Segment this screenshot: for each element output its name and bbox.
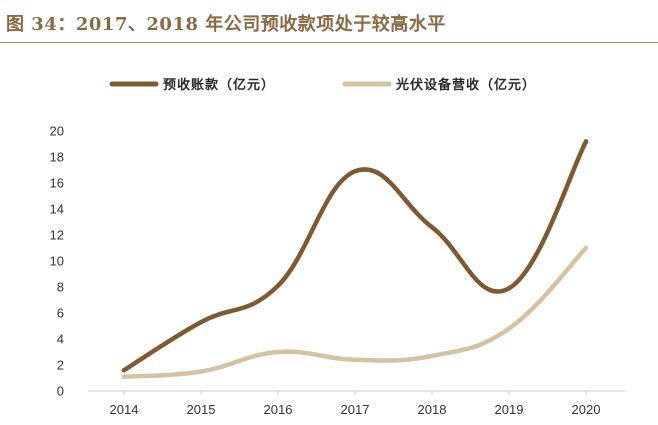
legend-label: 光伏设备营收（亿元） (395, 77, 536, 92)
y-tick-label: 2 (57, 358, 64, 373)
x-tick-label: 2015 (187, 402, 216, 417)
data-point (429, 225, 435, 230)
data-point (198, 319, 204, 325)
x-tick-label: 2018 (418, 402, 447, 417)
y-tick-label: 0 (57, 384, 64, 399)
data-point (198, 369, 204, 374)
x-tick-label: 2019 (495, 402, 524, 417)
series-layer (121, 139, 589, 379)
data-point (121, 368, 127, 373)
data-point (429, 353, 435, 359)
data-point (506, 286, 512, 291)
y-tick-label: 8 (57, 280, 64, 295)
x-tick-label: 2016 (264, 402, 293, 417)
y-tick-label: 18 (50, 150, 64, 165)
y-tick-label: 6 (57, 306, 64, 321)
series-line-0 (121, 139, 589, 373)
series-line-1 (121, 245, 589, 379)
y-axis: 0 2 4 6 8 10 12 14 16 18 20 (50, 124, 64, 399)
data-point (506, 326, 512, 331)
figure-title: 图 34：2017、2018 年公司预收款项处于较高水平 (6, 14, 446, 35)
x-tick-label: 2014 (110, 402, 139, 417)
y-tick-label: 4 (57, 332, 64, 347)
y-tick-label: 10 (50, 254, 64, 269)
title-divider (0, 42, 658, 43)
x-tick-label: 2020 (572, 402, 601, 417)
y-tick-label: 12 (50, 228, 64, 243)
data-point (583, 139, 589, 144)
x-tick-label: 2017 (341, 402, 370, 417)
legend-label: 预收账款（亿元） (163, 77, 275, 92)
y-tick-label: 14 (50, 202, 64, 217)
x-axis: 2014 2015 2016 2017 2018 2019 2020 (110, 391, 601, 417)
y-tick-label: 20 (50, 124, 64, 139)
y-tick-label: 16 (50, 176, 64, 191)
chart-legend: 预收账款（亿元） 光伏设备营收（亿元） (109, 77, 536, 92)
data-point (275, 283, 281, 288)
data-point (352, 169, 358, 174)
data-point (352, 357, 358, 362)
data-point (275, 349, 281, 355)
data-point (121, 374, 127, 379)
data-point (583, 245, 589, 251)
